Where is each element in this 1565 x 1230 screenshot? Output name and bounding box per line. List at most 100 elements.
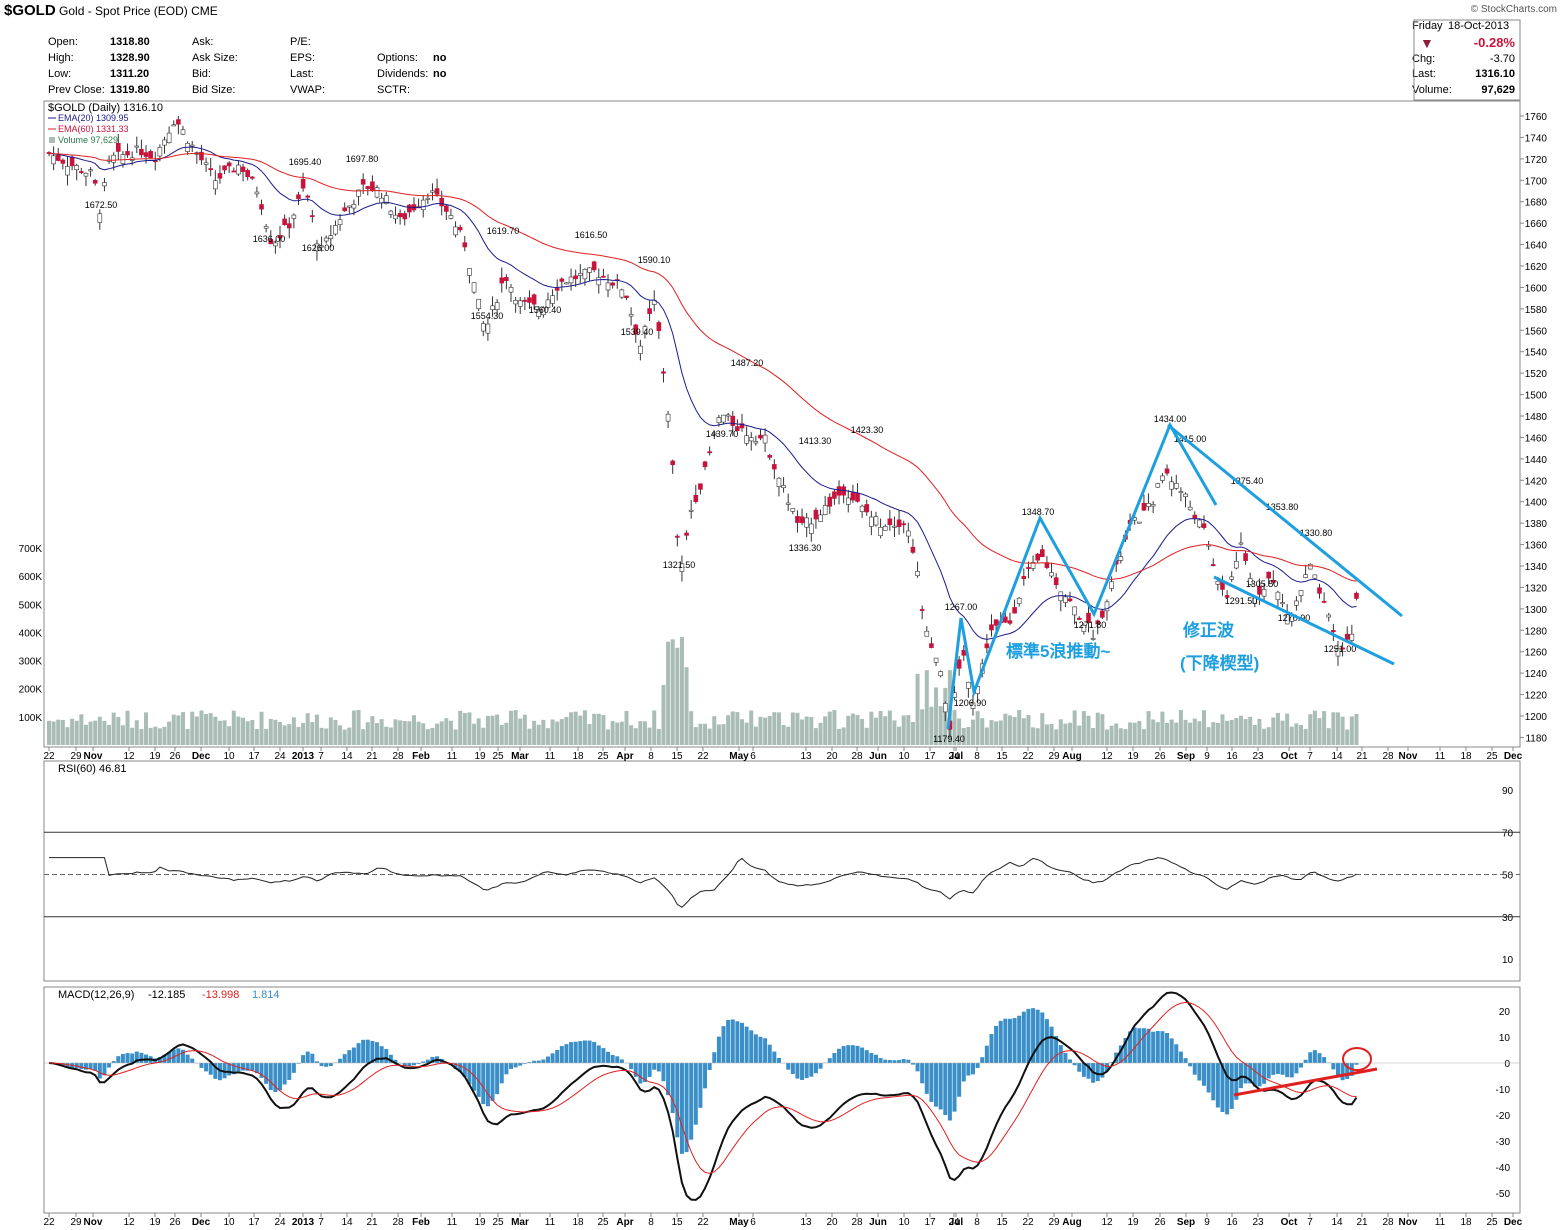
macd-tick-label: -10 — [1496, 1085, 1511, 1096]
candle-body — [822, 505, 828, 515]
volume-bar — [504, 722, 509, 745]
volume-bar — [416, 721, 421, 745]
volume-bar — [1128, 722, 1133, 745]
date-tick-label: 2013 — [292, 1217, 315, 1228]
volume-bar — [744, 722, 749, 745]
date-tick-label: 29 — [70, 1217, 82, 1228]
price-tick-label: 1680 — [1525, 198, 1548, 209]
volume-bar — [582, 710, 587, 745]
volume-bar — [1206, 727, 1211, 745]
macd-histogram-bar — [652, 1063, 657, 1070]
volume-bar — [97, 716, 102, 745]
macd-histogram-bar — [947, 1063, 952, 1121]
volume-bar — [610, 721, 615, 745]
macd-histogram-bar — [1160, 1031, 1165, 1063]
macd-histogram-bar — [499, 1063, 504, 1084]
volume-bar — [578, 715, 583, 745]
macd-histogram-bar — [167, 1052, 172, 1063]
volume-bar — [1077, 725, 1082, 745]
rsi-legend: RSI(60) 46.81 — [58, 763, 126, 775]
candle-body — [591, 261, 597, 271]
macd-histogram-bar — [795, 1063, 800, 1079]
candle-body — [351, 203, 357, 209]
volume-bar — [448, 720, 453, 745]
macd-legend-hist: 1.814 — [252, 989, 280, 1001]
macd-histogram-bar — [920, 1063, 925, 1084]
date-tick-label: 25 — [597, 751, 609, 762]
impulse-wave-line — [946, 421, 1218, 730]
candle-body — [1049, 572, 1054, 577]
candle-body — [1178, 491, 1184, 494]
candle-body — [333, 225, 338, 235]
macd-histogram-bar — [102, 1063, 107, 1076]
candle-body — [942, 703, 948, 713]
macd-histogram-bar — [679, 1063, 684, 1154]
candle-body — [892, 525, 897, 528]
volume-bar — [102, 720, 107, 745]
volume-bar — [1068, 722, 1073, 745]
macd-histogram-bar — [199, 1063, 204, 1068]
price-label: 1251.00 — [1324, 644, 1357, 654]
volume-bar — [1160, 711, 1165, 745]
macd-histogram-bar — [287, 1063, 292, 1080]
candle-body — [116, 142, 121, 152]
volume-bar — [222, 720, 227, 745]
volume-bar — [1095, 712, 1100, 745]
macd-histogram-bar — [961, 1063, 966, 1082]
candle-body — [1349, 633, 1355, 641]
volume-bar — [638, 721, 643, 745]
candle-body — [716, 417, 722, 424]
price-label: 1539.40 — [621, 327, 654, 337]
candle-body — [531, 294, 537, 305]
macd-histogram-bar — [490, 1063, 495, 1101]
candle-body — [1173, 483, 1179, 489]
macd-histogram-bar — [564, 1044, 569, 1063]
volume-bar — [883, 716, 888, 745]
volume-bar — [532, 720, 537, 745]
volume-bar — [1021, 718, 1026, 745]
candle-body — [832, 491, 837, 499]
macd-histogram-bar — [869, 1053, 874, 1063]
macd-histogram-bar — [365, 1039, 370, 1063]
volume-bar — [1183, 719, 1188, 745]
volume-bar — [841, 727, 846, 745]
volume-bar — [924, 670, 929, 745]
volume-bar — [693, 727, 698, 745]
volume-bar — [333, 720, 338, 745]
volume-bar — [1123, 729, 1128, 745]
legend-volume-swatch — [49, 137, 55, 143]
date-tick-label: 9 — [1204, 1217, 1210, 1228]
date-tick-label: 15 — [996, 751, 1008, 762]
volume-bar — [749, 710, 754, 745]
legend-ema60: EMA(60) 1331.33 — [58, 124, 129, 134]
candle-body — [855, 493, 860, 502]
candle-body — [1303, 574, 1308, 578]
candle-body — [494, 302, 500, 310]
macd-histogram-bar — [712, 1052, 717, 1063]
quote-bid-size: Bid Size: — [192, 84, 236, 96]
volume-bar — [989, 720, 994, 745]
price-label: 1554.30 — [471, 311, 504, 321]
macd-histogram-bar — [134, 1051, 139, 1063]
macd-histogram-bar — [305, 1051, 310, 1063]
macd-histogram-bar — [596, 1045, 601, 1063]
candle-body — [1307, 563, 1313, 570]
price-label: 1423.30 — [851, 425, 884, 435]
candle-body — [1261, 589, 1267, 597]
macd-histogram-bar — [259, 1063, 264, 1078]
macd-histogram-bar — [462, 1063, 467, 1078]
date-tick-label: 23 — [1252, 1217, 1264, 1228]
volume-bar — [545, 728, 550, 745]
macd-histogram-bar — [222, 1063, 227, 1079]
candle-body — [1035, 553, 1040, 561]
candle-body — [273, 242, 278, 247]
date-tick-label: Nov — [84, 1217, 103, 1228]
volume-bar — [1188, 722, 1193, 745]
price-tick-label: 1180 — [1525, 733, 1547, 744]
date-tick-label: 16 — [1226, 1217, 1238, 1228]
candle-body — [938, 671, 943, 677]
macd-crossover-circle — [1342, 1047, 1372, 1071]
volume-bar — [541, 719, 546, 745]
date-tick-label: 19 — [1127, 1217, 1139, 1228]
candle-body — [795, 516, 800, 523]
